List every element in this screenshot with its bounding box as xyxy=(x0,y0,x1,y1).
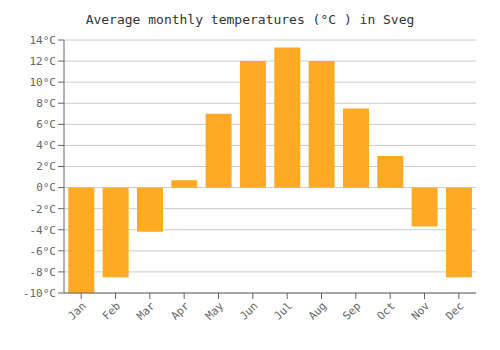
svg-text:-6°C: -6°C xyxy=(30,245,57,258)
svg-text:14°C: 14°C xyxy=(30,34,57,47)
svg-text:Nov: Nov xyxy=(409,299,433,323)
svg-text:May: May xyxy=(203,299,227,323)
svg-text:Aug: Aug xyxy=(306,299,329,322)
svg-text:10°C: 10°C xyxy=(30,76,57,89)
svg-text:Jun: Jun xyxy=(237,299,260,322)
svg-text:-2°C: -2°C xyxy=(30,203,57,216)
svg-text:6°C: 6°C xyxy=(36,118,56,131)
svg-text:8°C: 8°C xyxy=(36,97,56,110)
svg-text:Mar: Mar xyxy=(134,299,158,323)
svg-text:Feb: Feb xyxy=(100,299,123,322)
svg-text:Jan: Jan xyxy=(66,299,89,322)
svg-text:-4°C: -4°C xyxy=(30,224,57,237)
svg-text:Apr: Apr xyxy=(169,299,193,323)
svg-text:0°C: 0°C xyxy=(36,181,56,194)
svg-text:Sep: Sep xyxy=(340,299,363,322)
svg-text:2°C: 2°C xyxy=(36,160,56,173)
svg-text:Jul: Jul xyxy=(272,299,295,322)
svg-text:-8°C: -8°C xyxy=(30,266,57,279)
svg-text:Dec: Dec xyxy=(443,299,466,322)
svg-text:4°C: 4°C xyxy=(36,139,56,152)
html-text:Average monthly temperatures (: Average monthly temperatures (°C ) in Sv… xyxy=(85,12,415,27)
svg-text:12°C: 12°C xyxy=(30,55,57,68)
svg-text:-10°C: -10°C xyxy=(23,287,56,300)
svg-text:Oct: Oct xyxy=(375,299,398,322)
